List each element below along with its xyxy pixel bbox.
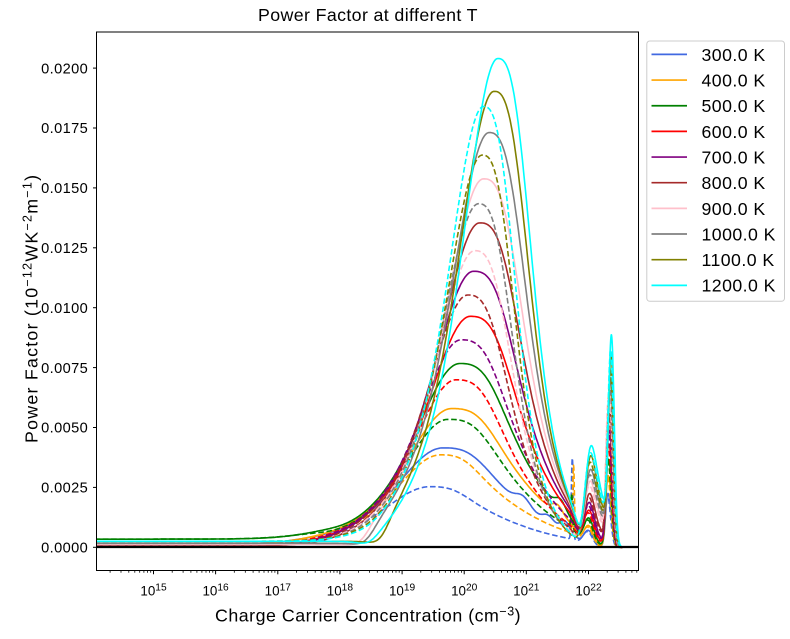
- svg-text:0.0075: 0.0075: [41, 361, 88, 377]
- svg-text:0.0050: 0.0050: [41, 421, 88, 437]
- svg-text:800.0 K: 800.0 K: [702, 173, 766, 193]
- svg-text:1000.0 K: 1000.0 K: [702, 224, 776, 244]
- svg-text:1100.0 K: 1100.0 K: [702, 250, 775, 270]
- svg-text:400.0 K: 400.0 K: [702, 70, 766, 90]
- svg-text:Power Factor at different T: Power Factor at different T: [258, 5, 478, 25]
- svg-text:900.0 K: 900.0 K: [702, 199, 766, 219]
- svg-text:0.0175: 0.0175: [41, 121, 88, 137]
- svg-text:300.0 K: 300.0 K: [702, 45, 766, 65]
- svg-text:Charge Carrier Concentration (: Charge Carrier Concentration (cm−3): [215, 605, 521, 626]
- svg-text:0.0100: 0.0100: [41, 301, 88, 317]
- svg-text:700.0 K: 700.0 K: [702, 147, 766, 167]
- svg-text:Power Factor (10−12WK−2m−1): Power Factor (10−12WK−2m−1): [20, 175, 41, 443]
- svg-text:0.0125: 0.0125: [41, 241, 88, 257]
- svg-text:0.0150: 0.0150: [41, 181, 88, 197]
- svg-text:0.0025: 0.0025: [41, 481, 88, 497]
- svg-text:600.0 K: 600.0 K: [702, 122, 766, 142]
- svg-text:0.0200: 0.0200: [41, 61, 88, 77]
- svg-text:0.0000: 0.0000: [41, 541, 88, 557]
- svg-text:1200.0 K: 1200.0 K: [702, 276, 776, 296]
- svg-text:500.0 K: 500.0 K: [702, 96, 766, 116]
